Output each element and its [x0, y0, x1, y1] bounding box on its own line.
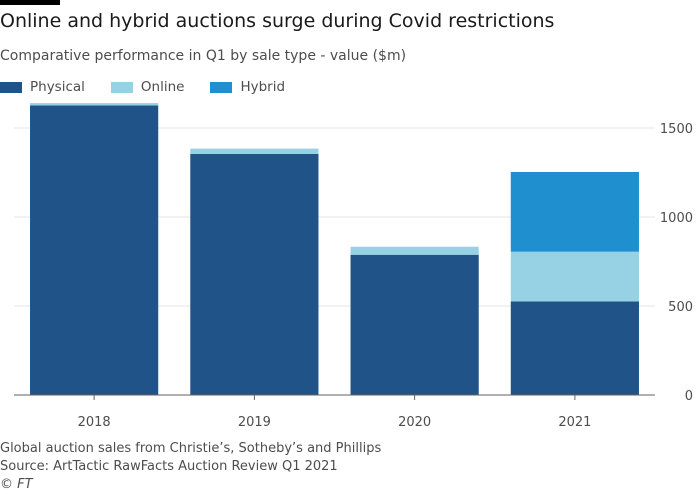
- chart-title: Online and hybrid auctions surge during …: [0, 10, 555, 32]
- bar-online-2018: [30, 103, 159, 106]
- chart-subtitle: Comparative performance in Q1 by sale ty…: [0, 48, 407, 64]
- bar-online-2019: [190, 148, 319, 154]
- footnote: Global auction sales from Christie’s, So…: [0, 441, 382, 456]
- legend-swatch: [0, 81, 22, 93]
- y-tick-label: 1000: [660, 211, 693, 226]
- bar-hybrid-2021: [510, 171, 639, 252]
- legend: Physical Online Hybrid: [0, 79, 311, 95]
- legend-swatch: [210, 81, 233, 93]
- copyright: © FT: [0, 477, 33, 492]
- legend-item-physical: Physical: [0, 79, 85, 95]
- bar-physical-2019: [190, 153, 319, 395]
- legend-item-hybrid: Hybrid: [210, 79, 285, 95]
- bar-physical-2021: [510, 301, 639, 395]
- y-tick-label: 0: [685, 389, 693, 404]
- y-tick-label: 500: [668, 300, 693, 315]
- x-tick-label: 2018: [78, 415, 111, 430]
- legend-item-online: Online: [110, 79, 185, 95]
- source: Source: ArtTactic RawFacts Auction Revie…: [0, 459, 338, 474]
- bar-physical-2018: [30, 105, 159, 396]
- legend-label: Hybrid: [240, 79, 286, 95]
- x-tick-label: 2019: [238, 415, 271, 430]
- legend-label: Physical: [30, 79, 85, 95]
- bar-physical-2020: [350, 254, 479, 395]
- x-tick-label: 2020: [398, 415, 431, 430]
- legend-label: Online: [140, 79, 185, 95]
- bar-online-2020: [350, 246, 479, 255]
- x-tick-label: 2021: [558, 415, 591, 430]
- legend-swatch: [110, 81, 133, 93]
- y-tick-label: 1500: [660, 122, 693, 137]
- bar-online-2021: [510, 251, 639, 302]
- ft-top-bar: [0, 0, 60, 5]
